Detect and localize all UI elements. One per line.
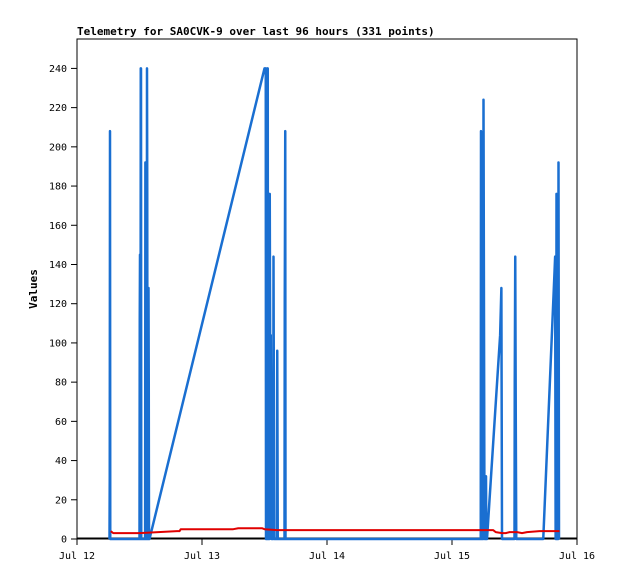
y-tick-label: 20 xyxy=(55,495,67,506)
y-axis: 0 20 40 60 80 100 120 140 160 180 200 220 240 xyxy=(49,64,77,546)
x-tick-label: Jul 16 xyxy=(559,551,595,562)
y-tick-label: 40 xyxy=(55,456,67,467)
y-tick-label: 60 xyxy=(55,417,67,428)
x-tick-label: Jul 15 xyxy=(434,551,470,562)
y-tick-label: 120 xyxy=(49,299,67,310)
y-tick-label: 100 xyxy=(49,338,67,349)
y-tick-label: 0 xyxy=(61,535,67,546)
series-layer xyxy=(77,67,577,541)
series-line-2 xyxy=(110,527,560,535)
y-tick-label: 140 xyxy=(49,260,67,271)
y-tick-label: 80 xyxy=(55,378,67,389)
y-tick-label: 180 xyxy=(49,182,67,193)
chart-title: Telemetry for SA0CVK-9 over last 96 hour… xyxy=(77,25,435,38)
x-tick-label: Jul 12 xyxy=(59,551,95,562)
x-tick-label: Jul 14 xyxy=(309,551,345,562)
series-line-1 xyxy=(108,67,561,541)
x-tick-label: Jul 13 xyxy=(184,551,220,562)
y-tick-label: 240 xyxy=(49,64,67,75)
y-tick-label: 160 xyxy=(49,221,67,232)
y-axis-title: Values xyxy=(27,269,40,309)
y-tick-label: 200 xyxy=(49,142,67,153)
y-tick-label: 220 xyxy=(49,103,67,114)
